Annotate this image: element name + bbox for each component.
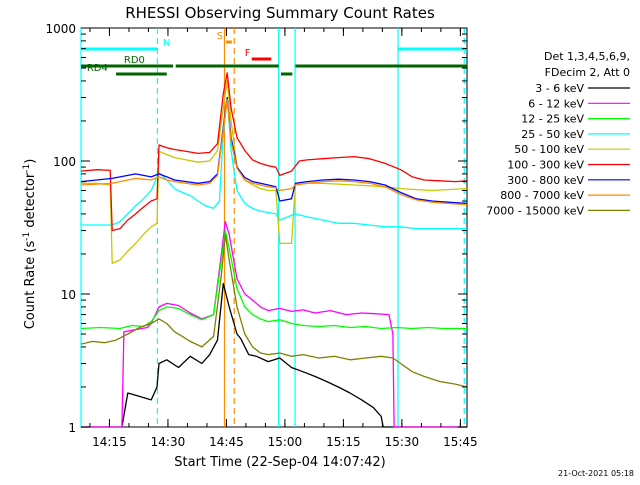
x-tick-label: 15:30 xyxy=(385,435,420,449)
series-line-3-6-kev xyxy=(81,282,467,428)
legend-label-100-300-kev: 100 - 300 keV xyxy=(507,159,584,172)
footer-timestamp: 21-Oct-2021 05:18 xyxy=(558,469,634,478)
y-axis-label-prefix: Count Rate (s xyxy=(23,241,38,330)
legend-label-7000-15000-kev: 7000 - 15000 keV xyxy=(486,204,584,217)
series-line-25-50-kev xyxy=(81,96,467,230)
state-bar-label-n: N xyxy=(163,38,170,49)
y-axis-label-suffix: ) xyxy=(23,159,38,164)
series-line-7000-15000-kev xyxy=(80,233,468,388)
x-axis-ticks: 14:15 14:30 14:45 15:00 15:15 15:30 15:45 xyxy=(89,28,478,449)
series-line-12-25-kev xyxy=(80,229,467,330)
legend: Det 1,3,4,5,6,9, FDecim 2, Att 0 3 - 6 k… xyxy=(486,50,630,217)
series-line-50-100-kev xyxy=(81,80,468,265)
x-axis-label: Start Time (22-Sep-04 14:07:42) xyxy=(174,455,385,470)
legend-label-800-7000-kev: 800 - 7000 keV xyxy=(500,189,584,202)
x-tick-label: 15:15 xyxy=(326,435,361,449)
legend-label-25-50-kev: 25 - 50 keV xyxy=(521,128,584,141)
y-tick-label: 1000 xyxy=(45,22,76,36)
y-axis-label-sup2: -1 xyxy=(22,164,32,173)
state-bar-label-f: F xyxy=(245,48,251,59)
legend-label-3-6-kev: 3 - 6 keV xyxy=(535,82,584,95)
x-tick-label: 15:45 xyxy=(443,435,478,449)
x-tick-label: 14:15 xyxy=(92,435,127,449)
legend-label-50-100-kev: 50 - 100 keV xyxy=(514,143,584,156)
legend-header-line-2: FDecim 2, Att 0 xyxy=(545,66,630,79)
state-bar-label-rd0: RD0 xyxy=(124,55,145,66)
y-tick-label: 10 xyxy=(61,288,76,302)
plot-area: N S F RD0 RD4 14:15 14:30 14:45 15:00 15:15 15:30… xyxy=(45,22,477,449)
legend-header-line-1: Det 1,3,4,5,6,9, xyxy=(544,50,630,63)
y-tick-label: 100 xyxy=(53,155,76,169)
state-bar-label-rd4: RD4 xyxy=(87,63,108,74)
legend-entries: 3 - 6 keV 6 - 12 keV 12 - 25 keV 25 - 50 ke… xyxy=(486,82,630,217)
state-bar-label-s: S xyxy=(217,31,223,42)
y-axis-label: Count Rate (s-1 detector-1) xyxy=(22,159,38,330)
y-axis-ticks: 1 10 100 1000 xyxy=(45,22,467,435)
state-bars: N S F RD0 RD4 xyxy=(81,31,467,76)
x-tick-label: 15:00 xyxy=(268,435,303,449)
series-line-300-800-kev xyxy=(80,96,468,205)
legend-label-300-800-kev: 300 - 800 keV xyxy=(507,174,584,187)
y-tick-label: 1 xyxy=(68,421,76,435)
x-tick-label: 14:45 xyxy=(209,435,244,449)
series-lines xyxy=(80,72,468,428)
y-axis-label-sup: -1 xyxy=(22,232,32,241)
y-axis-label-mid: detector xyxy=(23,172,38,232)
series-line-100-300-kev xyxy=(80,72,468,232)
chart-title: RHESSI Observing Summary Count Rates xyxy=(125,4,435,22)
series-line-800-7000-kev xyxy=(80,98,468,206)
x-tick-label: 14:30 xyxy=(151,435,186,449)
legend-label-12-25-kev: 12 - 25 keV xyxy=(521,113,584,126)
legend-label-6-12-kev: 6 - 12 keV xyxy=(528,97,584,110)
